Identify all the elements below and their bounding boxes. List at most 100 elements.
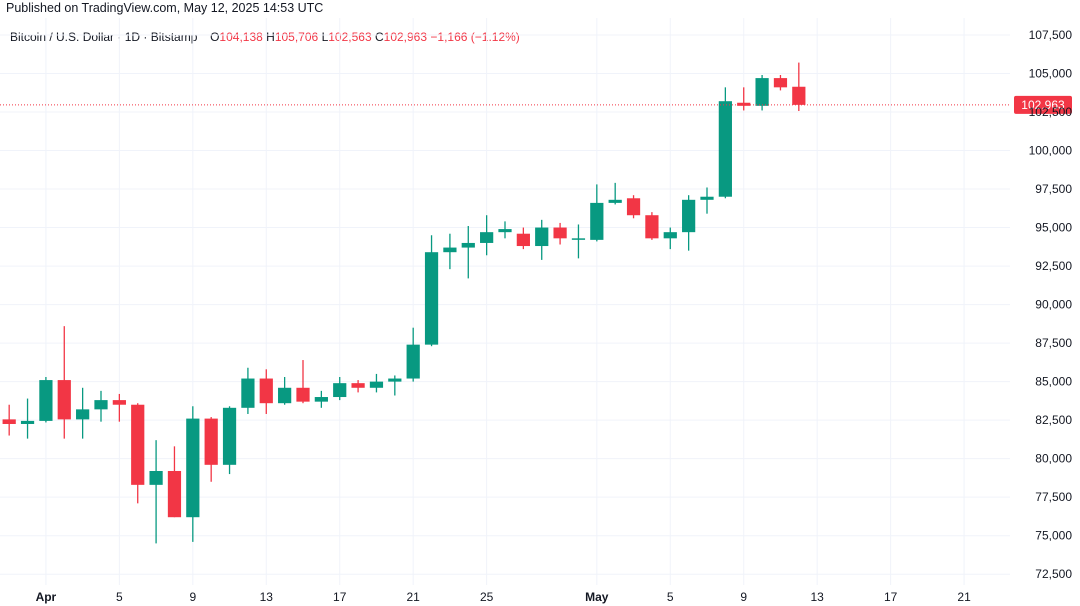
candle-body: [296, 387, 310, 402]
candle[interactable]: [571, 224, 586, 259]
last-price-line: 102,963: [0, 95, 1072, 114]
candle[interactable]: [314, 390, 328, 408]
candle-body: [461, 242, 475, 248]
candle[interactable]: [112, 393, 126, 422]
candle[interactable]: [94, 390, 108, 422]
y-tick-label: 97,500: [1035, 182, 1072, 196]
candle[interactable]: [718, 87, 732, 199]
candle-body: [755, 78, 769, 106]
candle[interactable]: [406, 327, 420, 382]
high-value: 105,706: [274, 30, 319, 44]
symbol-name[interactable]: Bitcoin / U.S. Dollar · 1D · Bitstamp: [10, 30, 198, 44]
candle[interactable]: [663, 227, 677, 250]
y-tick-label: 107,500: [1029, 28, 1073, 42]
candle-body: [2, 419, 16, 424]
x-tick-label: May: [585, 590, 609, 604]
candle-body: [314, 397, 328, 402]
candle-body: [553, 227, 567, 239]
candle[interactable]: [682, 195, 696, 251]
candle-body: [590, 202, 604, 240]
x-tick-label: 21: [957, 590, 971, 604]
x-tick-label: 25: [480, 590, 494, 604]
x-tick-label: 13: [260, 590, 274, 604]
candle[interactable]: [626, 195, 641, 219]
candles-layer: [2, 62, 806, 544]
candle-body: [700, 196, 714, 200]
candle-body: [131, 404, 145, 485]
candle-body: [792, 86, 806, 105]
candle-body: [369, 381, 384, 388]
candle[interactable]: [369, 373, 384, 393]
candle[interactable]: [773, 75, 788, 91]
candle[interactable]: [131, 403, 145, 504]
candle[interactable]: [186, 406, 200, 542]
y-tick-label: 100,000: [1029, 144, 1073, 158]
candle[interactable]: [2, 404, 16, 436]
candle[interactable]: [296, 360, 310, 404]
candle-body: [149, 470, 163, 485]
candle-body: [443, 247, 457, 253]
candle[interactable]: [204, 417, 218, 482]
candle[interactable]: [535, 219, 549, 260]
x-tick-label: Apr: [36, 590, 57, 604]
candle-body: [424, 252, 439, 345]
y-tick-label: 92,500: [1035, 259, 1072, 273]
candle-body: [388, 378, 402, 382]
candle[interactable]: [443, 233, 457, 270]
change-value: −1,166 (−1.12%): [430, 30, 520, 44]
candle[interactable]: [259, 369, 273, 414]
candle[interactable]: [167, 446, 182, 518]
candle-body: [20, 420, 35, 424]
x-tick-label: 9: [740, 590, 747, 604]
low-value: 102,563: [328, 30, 372, 44]
candle[interactable]: [590, 184, 604, 242]
candle[interactable]: [149, 440, 163, 544]
x-tick-label: 17: [333, 590, 347, 604]
candle[interactable]: [76, 387, 90, 439]
candle[interactable]: [20, 398, 35, 439]
candle[interactable]: [57, 326, 71, 439]
candle-body: [167, 470, 182, 518]
x-tick-label: 9: [189, 590, 196, 604]
candle[interactable]: [553, 222, 567, 245]
y-tick-label: 87,500: [1035, 336, 1072, 350]
candle-body: [186, 418, 200, 518]
candle-body: [682, 199, 696, 233]
candle-body: [278, 387, 292, 404]
candle-body: [663, 232, 677, 239]
candle[interactable]: [222, 406, 237, 475]
candle[interactable]: [737, 87, 751, 111]
candle[interactable]: [241, 367, 255, 414]
y-tick-label: 95,000: [1035, 221, 1072, 235]
candle[interactable]: [700, 187, 714, 214]
candle[interactable]: [645, 212, 659, 240]
candle[interactable]: [608, 182, 622, 205]
candle[interactable]: [39, 376, 53, 423]
price-axis[interactable]: 72,500 75,000 77,500 80,000 82,500 85,000 87,5…: [1029, 28, 1073, 581]
candle[interactable]: [333, 376, 347, 401]
x-tick-label: 5: [667, 590, 674, 604]
candle-body: [76, 409, 90, 420]
y-tick-label: 80,000: [1035, 452, 1072, 466]
candle-body: [645, 215, 659, 239]
candle[interactable]: [792, 62, 806, 112]
x-tick-label: 17: [884, 590, 898, 604]
candle[interactable]: [424, 235, 439, 347]
candle-body: [608, 199, 622, 203]
candle-body: [204, 418, 218, 465]
candle-body: [773, 78, 788, 88]
high-label: H: [266, 30, 275, 44]
time-axis[interactable]: Apr 5 9 13 17 21 25 May 5 9 13 17 21: [36, 590, 972, 604]
candle[interactable]: [480, 215, 494, 256]
candle[interactable]: [351, 380, 365, 393]
close-label: C: [374, 30, 384, 44]
candle-body: [718, 101, 732, 197]
candle[interactable]: [278, 376, 292, 405]
candle[interactable]: [461, 226, 475, 279]
candle[interactable]: [516, 227, 530, 250]
candle-body: [406, 344, 420, 379]
candle-body: [516, 233, 530, 247]
candle[interactable]: [388, 375, 402, 396]
candle[interactable]: [498, 221, 512, 239]
